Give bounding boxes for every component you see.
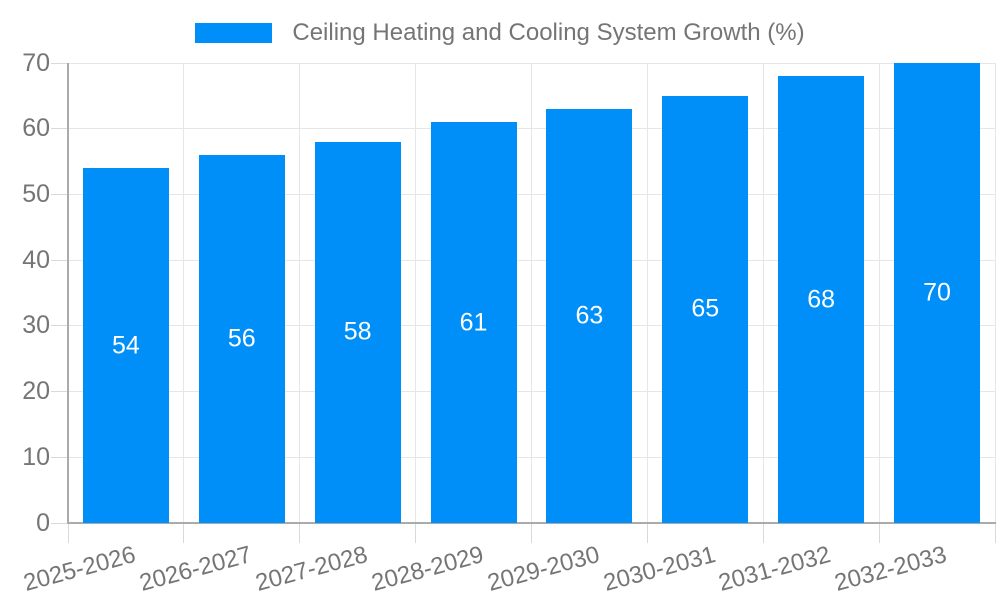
bar-value-label: 65 [691,294,720,323]
bar-2028-2029 [430,122,517,523]
x-tick [878,523,880,543]
y-tick [51,128,68,130]
v-gridline [183,63,185,523]
y-tick [51,259,68,261]
x-axis-label: 2027-2028 [252,541,371,597]
bar-2026-2027 [198,155,285,523]
x-tick [67,523,69,543]
bar-value-label: 58 [343,317,372,346]
y-tick [51,62,68,64]
v-gridline [878,63,880,523]
y-axis-label: 50 [22,179,50,208]
chart-legend: Ceiling Heating and Cooling System Growt… [0,20,1000,46]
y-axis-label: 70 [22,48,50,77]
v-gridline [415,63,417,523]
y-axis-label: 0 [36,508,50,537]
x-tick [183,523,185,543]
bar-2025-2026 [82,168,169,523]
y-tick [51,456,68,458]
bar-value-label: 70 [923,278,951,307]
bar-2032-2033 [894,63,981,523]
x-tick [299,523,301,543]
v-gridline [762,63,764,523]
x-axis-label: 2030-2031 [600,541,719,597]
bar-2031-2032 [778,76,865,523]
x-tick [646,523,648,543]
x-tick [531,523,532,543]
x-axis-label: 2025-2026 [20,541,139,597]
bar-2029-2030 [546,109,633,523]
y-axis-line [67,63,69,523]
v-gridline [299,63,301,523]
v-gridline [646,63,648,523]
x-axis-line [67,522,996,524]
x-axis-label: 2029-2030 [484,541,603,597]
y-axis-label: 30 [22,311,50,340]
x-axis-label: 2031-2032 [716,541,834,597]
y-axis-label: 40 [22,245,50,274]
legend-item[interactable]: Ceiling Heating and Cooling System Growt… [195,19,805,46]
bar-2030-2031 [662,95,749,523]
y-axis-label: 10 [22,442,50,471]
x-axis-label: 2026-2027 [136,541,255,597]
bar-value-label: 61 [459,308,488,337]
x-tick [415,523,417,543]
y-axis-label: 60 [22,114,50,143]
x-axis-label: 2032-2033 [831,541,950,597]
bar-value-label: 56 [227,324,256,353]
bar-2027-2028 [314,141,401,523]
y-tick [51,522,68,524]
y-axis-label: 20 [22,377,50,406]
v-gridline [531,63,532,523]
bar-value-label: 54 [112,331,140,360]
v-gridline [994,63,996,523]
x-tick [762,523,764,543]
legend-label: Ceiling Heating and Cooling System Growt… [292,19,805,46]
bar-value-label: 68 [807,285,836,314]
y-tick [51,391,68,393]
bar-value-label: 63 [575,301,604,330]
x-axis-label: 2028-2029 [368,541,487,597]
y-tick [51,325,68,327]
y-tick [51,193,68,195]
legend-swatch [195,23,273,43]
x-tick [994,523,996,543]
